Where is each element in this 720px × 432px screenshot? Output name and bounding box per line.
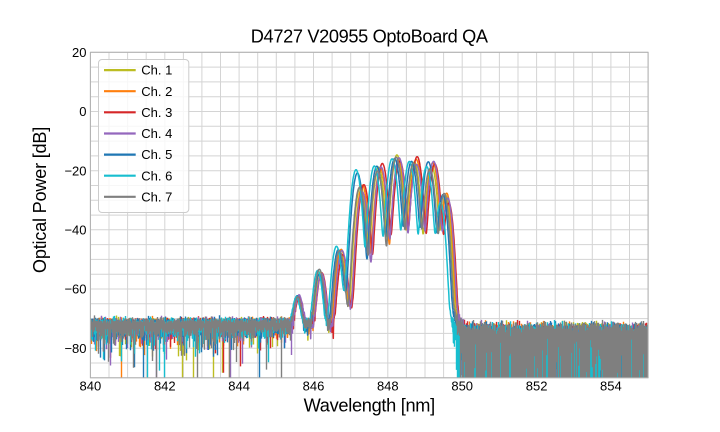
svg-text:854: 854 <box>600 379 622 394</box>
svg-text:852: 852 <box>526 379 548 394</box>
svg-text:Wavelength [nm]: Wavelength [nm] <box>304 396 435 416</box>
svg-text:−40: −40 <box>64 222 86 237</box>
svg-text:Ch. 3: Ch. 3 <box>141 105 172 120</box>
svg-text:Ch. 5: Ch. 5 <box>141 147 172 162</box>
svg-text:850: 850 <box>451 379 473 394</box>
svg-text:D4727 V20955 OptoBoard QA: D4727 V20955 OptoBoard QA <box>251 26 489 46</box>
svg-text:−80: −80 <box>64 341 86 356</box>
svg-text:20: 20 <box>72 45 86 60</box>
svg-text:−20: −20 <box>64 163 86 178</box>
svg-text:846: 846 <box>303 379 325 394</box>
svg-text:Ch. 6: Ch. 6 <box>141 168 172 183</box>
svg-text:840: 840 <box>80 379 102 394</box>
svg-text:−60: −60 <box>64 282 86 297</box>
svg-text:Ch. 4: Ch. 4 <box>141 126 172 141</box>
svg-text:842: 842 <box>154 379 176 394</box>
svg-text:Ch. 7: Ch. 7 <box>141 189 172 204</box>
svg-text:Ch. 2: Ch. 2 <box>141 84 172 99</box>
svg-text:0: 0 <box>79 104 86 119</box>
svg-text:Optical Power [dB]: Optical Power [dB] <box>30 127 50 273</box>
svg-text:Ch. 1: Ch. 1 <box>141 63 172 78</box>
svg-text:848: 848 <box>377 379 399 394</box>
svg-text:844: 844 <box>228 379 250 394</box>
